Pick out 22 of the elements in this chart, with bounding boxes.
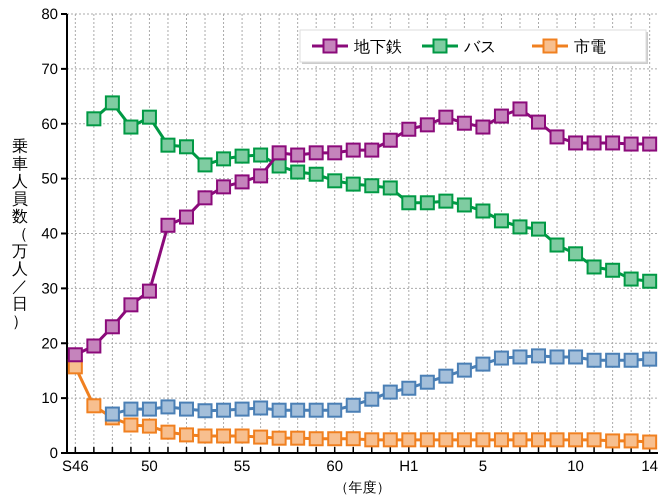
x-tick-label: H1 <box>399 458 418 475</box>
x-tick-label: 60 <box>326 458 344 475</box>
legend-label: 地下鉄 <box>353 38 402 56</box>
y-tick-label: 50 <box>41 170 58 188</box>
x-tick-label: 50 <box>141 458 158 475</box>
y-tick-label: 70 <box>41 60 58 78</box>
x-axis-title: （年度） <box>334 479 390 495</box>
x-tick-label: 14 <box>641 458 658 475</box>
legend-label: バス <box>463 39 496 56</box>
x-tick-label: S46 <box>62 458 89 475</box>
y-tick-label: 20 <box>41 335 58 352</box>
y-tick-label: 10 <box>41 390 58 408</box>
y-tick-label: 80 <box>41 6 58 23</box>
x-tick-label: 5 <box>478 458 488 475</box>
text: 乗車人員数（万人／日） <box>12 138 28 331</box>
y-tick-label: 40 <box>41 226 58 242</box>
x-tick-label: 10 <box>567 458 584 475</box>
y-tick-label: 30 <box>41 280 58 298</box>
y-tick-label: 0 <box>50 445 58 462</box>
x-tick-label: 55 <box>234 458 250 475</box>
legend-label: 市電 <box>574 38 606 56</box>
y-tick-label: 60 <box>41 116 58 133</box>
